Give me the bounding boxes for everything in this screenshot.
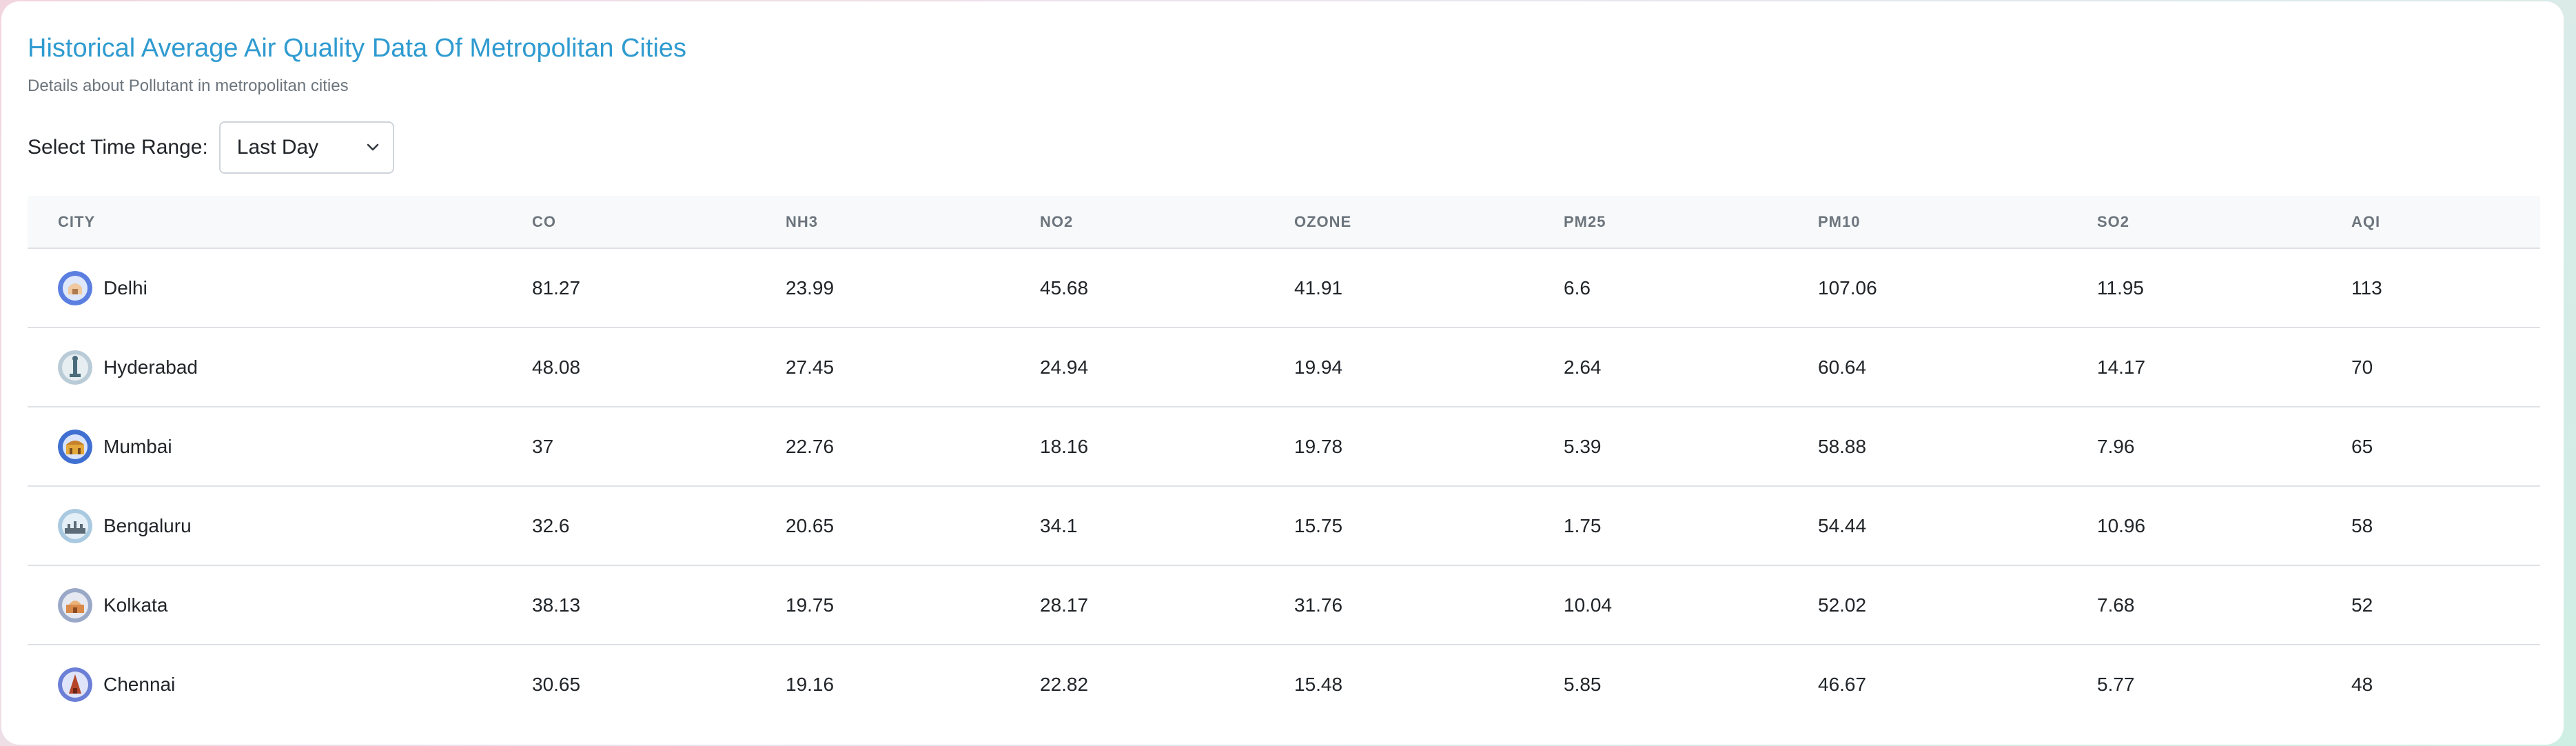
mumbai-landmark-icon (58, 429, 92, 464)
no2-value: 22.82 (1040, 673, 1089, 695)
so2-value: 14.17 (2097, 327, 2351, 407)
so2-value: 5.77 (2097, 673, 2135, 695)
time-range-selected-value: Last Day (236, 136, 319, 159)
pm10-value: 46.67 (1818, 673, 1867, 695)
nh3-value: 23.99 (786, 248, 1040, 328)
city-name: Kolkata (103, 594, 168, 616)
aqi-value: 58 (2351, 486, 2540, 566)
city-cell: Bengaluru (28, 486, 532, 566)
column-header-no2: NO2 (1040, 196, 1294, 249)
hyderabad-landmark-icon (58, 350, 92, 385)
pm10-value: 54.44 (1818, 486, 2097, 566)
table-row: Chennai 30.65 19.16 22.82 15.48 5.85 46.… (28, 645, 2540, 723)
nh3-value: 19.75 (786, 565, 1040, 645)
page-title: Historical Average Air Quality Data Of M… (28, 34, 687, 63)
pm10-value: 107.06 (1818, 248, 2097, 328)
bengaluru-landmark-icon (58, 508, 92, 543)
co-value: 48.08 (532, 327, 786, 407)
ozone-value: 19.94 (1294, 327, 1564, 407)
pm25-value: 2.64 (1564, 327, 1818, 407)
so2-value: 7.68 (2097, 565, 2351, 645)
chevron-down-icon (362, 137, 383, 158)
ozone-value: 19.78 (1294, 407, 1564, 487)
page-subtitle: Details about Pollutant in metropolitan … (28, 77, 349, 95)
aqi-value: 52 (2351, 565, 2540, 645)
aqi-value: 48 (2351, 673, 2373, 695)
ozone-value: 31.76 (1294, 565, 1564, 645)
pm25-value: 5.39 (1564, 407, 1818, 487)
so2-value: 11.95 (2097, 248, 2351, 328)
table-row: Kolkata 38.13 19.75 28.17 31.76 10.04 52… (28, 565, 2540, 645)
pm25-value: 5.85 (1564, 673, 1602, 695)
pm25-value: 10.04 (1564, 565, 1818, 645)
city-cell: Chennai (28, 645, 532, 723)
table-row: Mumbai 37 22.76 18.16 19.78 5.39 58.88 7… (28, 407, 2540, 487)
pm10-value: 60.64 (1818, 327, 2097, 407)
kolkata-landmark-icon (58, 587, 92, 623)
city-cell: Kolkata (28, 565, 532, 645)
pm25-value: 6.6 (1564, 248, 1818, 328)
nh3-value: 20.65 (786, 486, 1040, 566)
nh3-value: 22.76 (786, 407, 1040, 487)
column-header-pm25: PM25 (1564, 196, 1818, 249)
column-header-city: CITY (28, 196, 532, 249)
city-cell: Mumbai (28, 407, 532, 487)
column-header-so2: SO2 (2097, 196, 2351, 249)
city-cell: Hyderabad (28, 327, 532, 407)
co-value: 37 (532, 407, 786, 487)
pm10-value: 52.02 (1818, 565, 2097, 645)
column-header-ozone: OZONE (1294, 196, 1564, 249)
time-range-filter: Select Time Range: Last Day (28, 121, 394, 174)
city-name: Mumbai (103, 435, 172, 457)
no2-value: 18.16 (1040, 407, 1294, 487)
column-header-aqi: AQI (2351, 196, 2540, 249)
delhi-landmark-icon (58, 270, 92, 305)
so2-value: 7.96 (2097, 407, 2351, 487)
city-name: Chennai (103, 673, 176, 695)
chennai-landmark-icon (58, 667, 92, 702)
co-value: 32.6 (532, 486, 786, 566)
co-value: 38.13 (532, 565, 786, 645)
table-header-row: CITY CO NH3 NO2 OZONE PM25 PM10 SO2 AQI (28, 196, 2540, 249)
ozone-value: 15.75 (1294, 486, 1564, 566)
city-name: Bengaluru (103, 514, 192, 536)
table-row: Delhi 81.27 23.99 45.68 41.91 6.6 107.06… (28, 248, 2540, 328)
air-quality-table: CITY CO NH3 NO2 OZONE PM25 PM10 SO2 AQI (28, 196, 2540, 723)
so2-value: 10.96 (2097, 486, 2351, 566)
column-header-nh3: NH3 (786, 196, 1040, 249)
aqi-value: 65 (2351, 407, 2540, 487)
column-header-pm10: PM10 (1818, 196, 2097, 249)
no2-value: 24.94 (1040, 327, 1294, 407)
no2-value: 45.68 (1040, 248, 1294, 328)
table-row: Bengaluru 32.6 20.65 34.1 15.75 1.75 54.… (28, 486, 2540, 566)
pm25-value: 1.75 (1564, 486, 1818, 566)
time-range-select[interactable]: Last Day (218, 121, 394, 174)
city-name: Hyderabad (103, 356, 198, 378)
ozone-value: 41.91 (1294, 248, 1564, 328)
co-value: 81.27 (532, 248, 786, 328)
no2-value: 28.17 (1040, 565, 1294, 645)
no2-value: 34.1 (1040, 486, 1294, 566)
ozone-value: 15.48 (1294, 673, 1343, 695)
time-range-label: Select Time Range: (28, 136, 208, 159)
city-name: Delhi (103, 276, 147, 299)
aqi-value: 113 (2351, 248, 2540, 328)
pm10-value: 58.88 (1818, 407, 2097, 487)
city-cell: Delhi (28, 248, 532, 328)
nh3-value: 27.45 (786, 327, 1040, 407)
table-row: Hyderabad 48.08 27.45 24.94 19.94 2.64 6… (28, 327, 2540, 407)
nh3-value: 19.16 (786, 673, 835, 695)
aqi-value: 70 (2351, 327, 2540, 407)
column-header-co: CO (532, 196, 786, 249)
co-value: 30.65 (532, 673, 581, 695)
